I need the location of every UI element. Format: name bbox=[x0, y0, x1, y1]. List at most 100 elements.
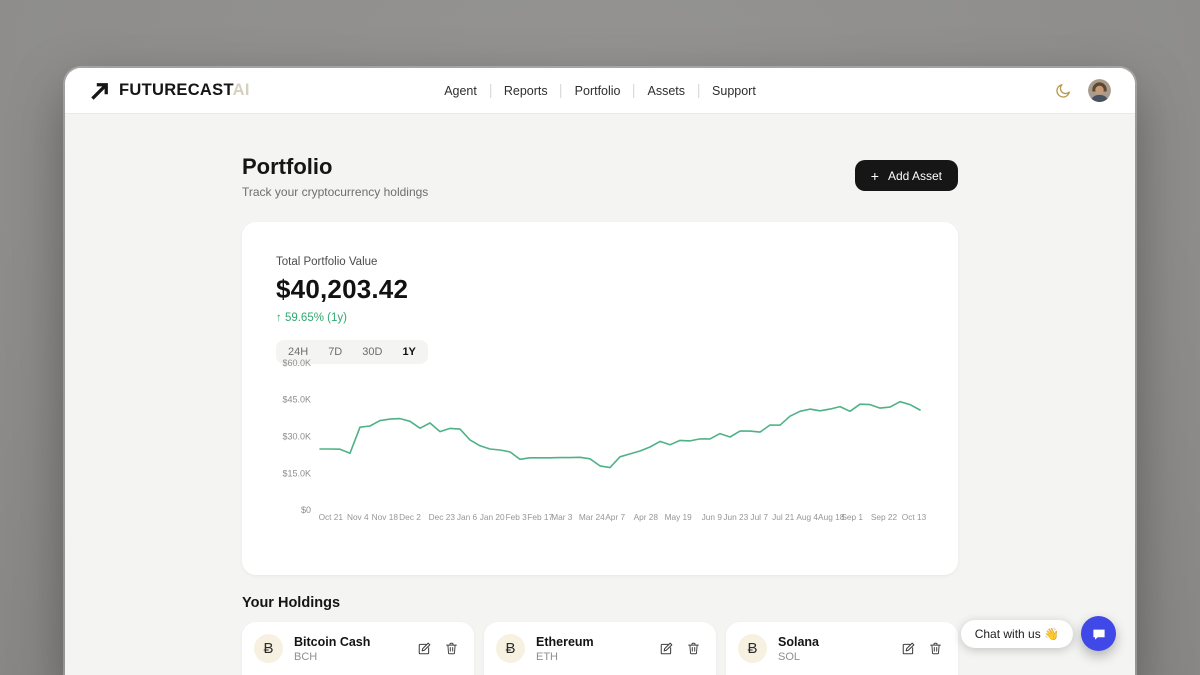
user-avatar[interactable] bbox=[1088, 79, 1111, 102]
x-axis-tick: Mar 24 bbox=[579, 512, 605, 522]
app-bar: FUTURECASTAI Agent Reports Portfolio Assets… bbox=[65, 68, 1135, 114]
asset-name: Bitcoin Cash bbox=[294, 634, 371, 649]
brand-name: FUTURECASTAI bbox=[119, 81, 250, 100]
x-axis-tick: Nov 4 bbox=[347, 512, 369, 522]
range-button-7d[interactable]: 7D bbox=[328, 346, 343, 358]
total-change: ↑ 59.65% (1y) bbox=[276, 312, 347, 324]
x-axis-tick: Jul 21 bbox=[772, 512, 795, 522]
add-asset-button[interactable]: + Add Asset bbox=[854, 160, 958, 191]
holding-card-header: Ƀ Bitcoin Cash BCH bbox=[254, 634, 462, 663]
brand-name-text: FUTURECAST bbox=[119, 81, 233, 99]
chat-fab-button[interactable] bbox=[1081, 616, 1116, 651]
plus-icon: + bbox=[870, 167, 879, 184]
x-axis-tick: May 19 bbox=[665, 512, 693, 522]
asset-name-group: Bitcoin Cash BCH bbox=[294, 635, 370, 663]
total-value: $40,203.42 bbox=[276, 274, 409, 304]
range-button-30d[interactable]: 30D bbox=[362, 346, 383, 358]
x-axis-tick: Apr 28 bbox=[634, 512, 659, 522]
delete-asset-button[interactable] bbox=[686, 641, 701, 656]
x-axis-tick: Jan 20 bbox=[480, 512, 505, 522]
brand-suffix-text: AI bbox=[232, 81, 250, 99]
page-title: Portfolio bbox=[242, 154, 333, 179]
chat-with-us-button[interactable]: Chat with us 👋 bbox=[960, 619, 1073, 648]
edit-icon bbox=[418, 642, 431, 655]
nav-item-agent[interactable]: Agent bbox=[444, 83, 477, 98]
y-axis-tick: $30.0K bbox=[282, 432, 311, 442]
x-axis-tick: Apr 7 bbox=[605, 512, 625, 522]
portfolio-value-card: Total Portfolio Value $40,203.42 ↑ 59.65… bbox=[242, 222, 958, 575]
y-axis-tick: $0 bbox=[301, 505, 311, 515]
holding-card-sol: Ƀ Solana SOL AI Score: -1 (Slightly Bear… bbox=[726, 622, 958, 675]
app-bar-right bbox=[1054, 79, 1111, 102]
edit-icon bbox=[902, 642, 915, 655]
coin-icon: Ƀ bbox=[496, 634, 525, 663]
trash-icon bbox=[688, 642, 699, 655]
asset-name: Solana bbox=[778, 634, 819, 649]
holding-card-header: Ƀ Ethereum ETH bbox=[496, 634, 704, 663]
x-axis-tick: Dec 23 bbox=[429, 512, 456, 522]
x-axis-tick: Jun 23 bbox=[723, 512, 748, 522]
asset-actions bbox=[659, 641, 701, 656]
holdings-row: Ƀ Bitcoin Cash BCH AI Score: -1 (Slightl… bbox=[242, 622, 958, 675]
nav-separator bbox=[633, 83, 635, 98]
add-asset-label: Add Asset bbox=[887, 168, 942, 183]
nav-item-reports[interactable]: Reports bbox=[503, 83, 548, 98]
asset-name-group: Solana SOL bbox=[778, 635, 819, 663]
coin-icon: Ƀ bbox=[738, 634, 767, 663]
brand-logo-group[interactable]: FUTURECASTAI bbox=[89, 80, 250, 102]
y-axis-tick: $60.0K bbox=[282, 358, 311, 368]
nav-separator bbox=[698, 83, 700, 98]
y-axis-tick: $15.0K bbox=[282, 468, 311, 478]
x-axis-tick: Nov 18 bbox=[372, 512, 399, 522]
nav-item-portfolio[interactable]: Portfolio bbox=[574, 83, 621, 98]
app-window: FUTURECASTAI Agent Reports Portfolio Assets… bbox=[65, 68, 1135, 675]
x-axis-tick: Sep 22 bbox=[871, 512, 898, 522]
holding-card-eth: Ƀ Ethereum ETH AI Score: -4 (Slightly Be… bbox=[484, 622, 716, 675]
asset-name: Ethereum bbox=[536, 634, 594, 649]
page-subtitle: Track your cryptocurrency holdings bbox=[242, 185, 429, 199]
coin-icon: Ƀ bbox=[254, 634, 283, 663]
chat-widget: Chat with us 👋 bbox=[960, 616, 1116, 651]
edit-asset-button[interactable] bbox=[659, 641, 674, 656]
main-nav: Agent Reports Portfolio Assets Support bbox=[431, 83, 769, 98]
x-axis-tick: Oct 13 bbox=[902, 512, 927, 522]
x-axis-tick: Mar 3 bbox=[551, 512, 573, 522]
page-title-group: Portfolio Track your cryptocurrency hold… bbox=[242, 154, 428, 199]
x-axis-tick: Aug 4 bbox=[796, 512, 818, 522]
theme-toggle-button[interactable] bbox=[1054, 82, 1072, 100]
trash-icon bbox=[930, 642, 941, 655]
nav-item-assets[interactable]: Assets bbox=[647, 83, 686, 98]
nav-separator bbox=[560, 83, 562, 98]
page-header: Portfolio Track your cryptocurrency hold… bbox=[242, 154, 958, 199]
holding-card-bch: Ƀ Bitcoin Cash BCH AI Score: -1 (Slightl… bbox=[242, 622, 474, 675]
edit-asset-button[interactable] bbox=[417, 641, 432, 656]
arrow-logo-icon bbox=[91, 82, 108, 100]
asset-name-group: Ethereum ETH bbox=[536, 635, 594, 663]
nav-item-support[interactable]: Support bbox=[712, 83, 756, 98]
delete-asset-button[interactable] bbox=[928, 641, 943, 656]
asset-symbol: ETH bbox=[536, 650, 558, 663]
x-axis-tick: Aug 18 bbox=[818, 512, 845, 522]
range-selector: 24H 7D 30D 1Y bbox=[276, 340, 428, 364]
moon-icon bbox=[1056, 83, 1070, 98]
portfolio-line-series bbox=[319, 400, 921, 469]
edit-asset-button[interactable] bbox=[901, 641, 916, 656]
x-axis-tick: Feb 17 bbox=[527, 512, 553, 522]
holdings-heading: Your Holdings bbox=[242, 595, 341, 611]
asset-actions bbox=[901, 641, 943, 656]
x-axis-tick: Jul 7 bbox=[750, 512, 768, 522]
range-button-1y[interactable]: 1Y bbox=[402, 346, 416, 358]
total-value-label: Total Portfolio Value bbox=[276, 256, 378, 268]
nav-separator bbox=[489, 83, 491, 98]
y-axis-tick: $45.0K bbox=[282, 395, 311, 405]
trash-icon bbox=[446, 642, 457, 655]
delete-asset-button[interactable] bbox=[444, 641, 459, 656]
portfolio-chart: $60.0K $45.0K $30.0K $15.0K $0 Oct 21 Nov 4 Nov… bbox=[282, 358, 927, 522]
edit-icon bbox=[660, 642, 673, 655]
asset-symbol: SOL bbox=[778, 650, 801, 663]
x-axis-tick: Jun 9 bbox=[702, 512, 723, 522]
main-content: Portfolio Track your cryptocurrency hold… bbox=[65, 114, 1135, 675]
x-axis-tick: Sep 1 bbox=[841, 512, 863, 522]
holding-card-header: Ƀ Solana SOL bbox=[738, 634, 946, 663]
range-button-24h[interactable]: 24H bbox=[288, 346, 309, 358]
